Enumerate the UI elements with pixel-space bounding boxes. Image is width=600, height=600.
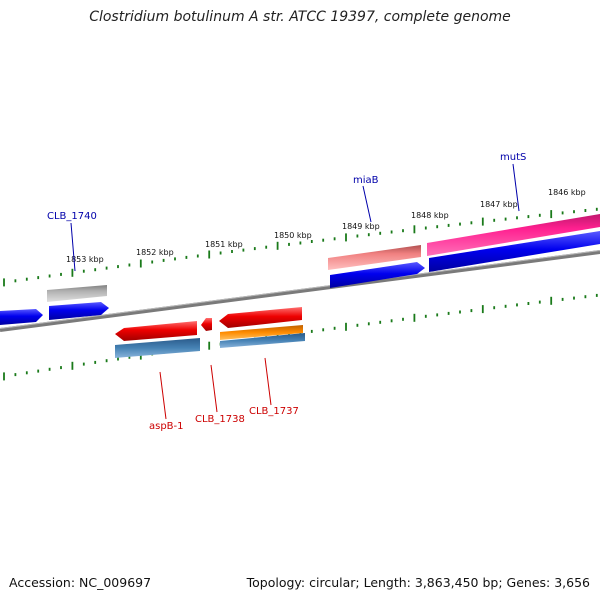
gene-track-pink[interactable] bbox=[427, 214, 600, 256]
gene-arrow-aspb1[interactable] bbox=[115, 321, 197, 341]
gene-arrow-muts[interactable] bbox=[429, 231, 600, 272]
gene-arrow-left-edge[interactable] bbox=[0, 309, 43, 325]
gene-label-clb1738[interactable]: CLB_1738 bbox=[195, 414, 245, 425]
accession-text: Accession: NC_009697 bbox=[9, 575, 152, 590]
map-title: Clostridium botulinum A str. ATCC 19397,… bbox=[89, 9, 511, 25]
gene-label-clb1740[interactable]: CLB_1740 bbox=[47, 211, 97, 222]
label-leaders bbox=[70, 163, 520, 420]
genome-backbone bbox=[0, 250, 600, 332]
ruler-label-1847: 1847 kbp bbox=[480, 200, 518, 209]
ruler-label-1846: 1846 kbp bbox=[548, 188, 586, 197]
gene-label-muts[interactable]: mutS bbox=[500, 152, 526, 163]
gene-label-aspb1[interactable]: aspB-1 bbox=[149, 421, 184, 432]
gene-track-gray[interactable] bbox=[47, 285, 107, 302]
gene-track-salmon[interactable] bbox=[328, 245, 421, 270]
ruler-label-1848: 1848 kbp bbox=[411, 211, 449, 220]
ruler-label-1852: 1852 kbp bbox=[136, 248, 174, 257]
ruler-label-1850: 1850 kbp bbox=[274, 231, 312, 240]
gene-arrow-miab[interactable] bbox=[330, 262, 425, 288]
genome-summary-text: Topology: circular; Length: 3,863,450 bp… bbox=[246, 575, 590, 590]
forward-features bbox=[0, 214, 600, 325]
gene-arrow-clb1740[interactable] bbox=[49, 302, 109, 320]
gene-track-orange[interactable] bbox=[220, 325, 303, 340]
gene-label-miab[interactable]: miaB bbox=[353, 175, 379, 186]
genome-backbone-highlight bbox=[0, 250, 600, 329]
gene-arrow-small[interactable] bbox=[201, 318, 212, 331]
gene-track-steelblue-2[interactable] bbox=[220, 333, 305, 348]
ruler-label-1853: 1853 kbp bbox=[66, 255, 104, 264]
gene-arrow-clb1737[interactable] bbox=[219, 307, 302, 328]
ruler-labels: 1853 kbp 1852 kbp 1851 kbp 1850 kbp 1849… bbox=[66, 188, 586, 264]
reverse-features bbox=[115, 307, 305, 358]
ruler-label-1851: 1851 kbp bbox=[205, 240, 243, 249]
gene-label-clb1737[interactable]: CLB_1737 bbox=[249, 406, 299, 417]
outer-ruler bbox=[3, 207, 598, 287]
gene-track-steelblue-1[interactable] bbox=[115, 338, 200, 358]
ruler-label-1849: 1849 kbp bbox=[342, 222, 380, 231]
gene-labels: CLB_1740 miaB mutS aspB-1 CLB_1738 CLB_1… bbox=[47, 152, 526, 432]
